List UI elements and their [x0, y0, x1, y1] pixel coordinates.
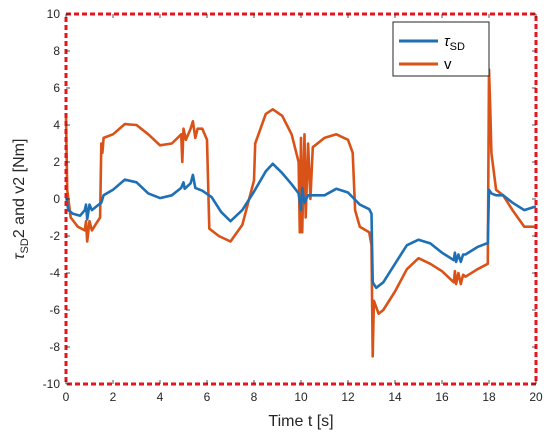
y-axis-label-tau: τ: [11, 252, 28, 259]
x-tick-label: 8: [251, 390, 258, 404]
x-tick-label: 6: [204, 390, 211, 404]
y-tick-label: 8: [53, 44, 60, 58]
legend-label-sub: SD: [450, 41, 465, 53]
y-axis-label-sub: SD: [19, 238, 31, 253]
y-tick-label: 6: [53, 81, 60, 95]
legend-label-v: v: [444, 56, 452, 73]
legend-label-tau-sd: τSD: [444, 33, 465, 53]
y-tick-label: -4: [49, 266, 60, 280]
x-tick-label: 0: [63, 390, 70, 404]
x-tick-label: 18: [482, 390, 496, 404]
y-tick-label: -10: [43, 377, 61, 391]
legend-box: [392, 21, 490, 77]
x-tick-label: 12: [341, 390, 355, 404]
y-tick-label: 4: [53, 118, 60, 132]
y-tick-label: 10: [47, 7, 61, 21]
x-tick-label: 16: [435, 390, 449, 404]
y-axis-ticks: -10 -8 -6 -4 -2 0 2 4 6 8 10: [43, 7, 536, 391]
x-tick-label: 4: [157, 390, 164, 404]
x-tick-label: 10: [294, 390, 308, 404]
y-tick-label: 0: [53, 192, 60, 206]
x-tick-label: 20: [529, 390, 543, 404]
y-axis-label: τSD2 and v2 [Nm]: [11, 139, 31, 260]
y-tick-label: -6: [49, 303, 60, 317]
legend-label-tau: τ: [444, 33, 451, 50]
y-tick-label: -8: [49, 340, 60, 354]
y-tick-label: 2: [53, 155, 60, 169]
x-tick-label: 2: [110, 390, 117, 404]
series-line-tau-sd: [64, 162, 537, 290]
x-axis-ticks: 0 2 4 6 8 10 12 14 16 18 20: [63, 14, 543, 404]
x-tick-label: 14: [388, 390, 402, 404]
y-tick-label: -2: [49, 229, 60, 243]
series-layer: [64, 68, 537, 358]
x-axis-label: Time t [s]: [268, 413, 333, 430]
y-axis-label-rest: 2 and v2 [Nm]: [11, 139, 28, 239]
legend: τSD v: [392, 21, 490, 77]
